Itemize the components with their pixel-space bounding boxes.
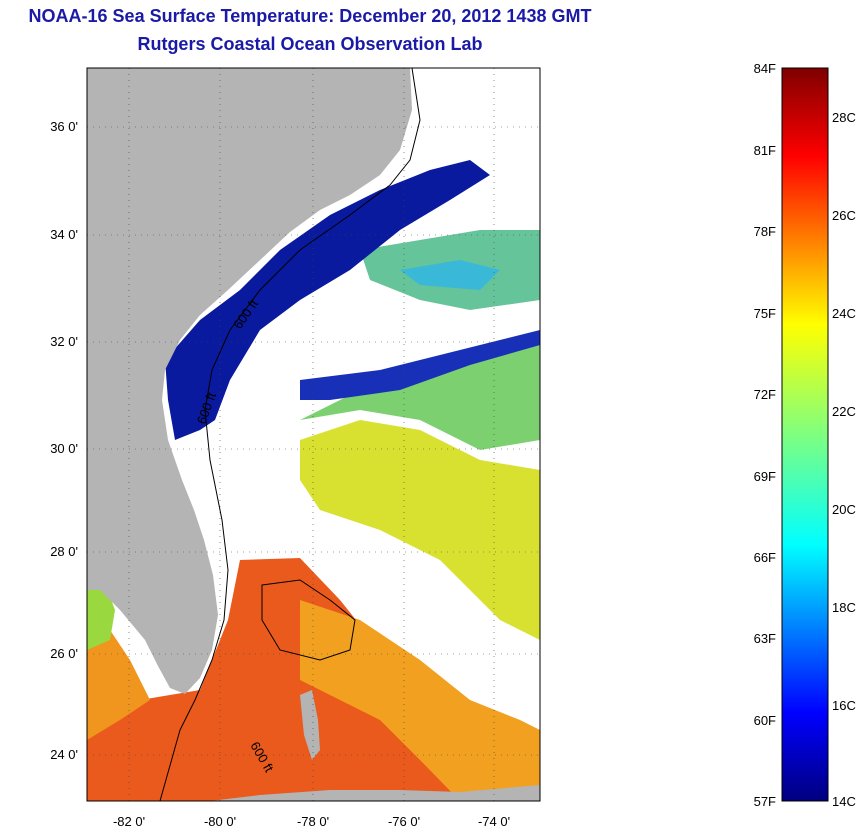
lat-tick-label: 28 0' [50, 544, 78, 559]
f-label: 75F [754, 306, 776, 321]
lon-tick-label: -78 0' [297, 814, 329, 829]
lat-axis: 36 0' 34 0' 32 0' 30 0' 28 0' 26 0' 24 0… [50, 119, 78, 762]
f-label: 57F [754, 794, 776, 809]
c-label: 22C [832, 404, 856, 419]
map-title: NOAA-16 Sea Surface Temperature: Decembe… [28, 6, 592, 26]
c-label: 18C [832, 600, 856, 615]
lon-tick-label: -80 0' [204, 814, 236, 829]
colorbar-c-labels: 28C 26C 24C 22C 20C 18C 16C 14C [832, 110, 856, 809]
f-label: 72F [754, 387, 776, 402]
land-southeast-us [87, 68, 412, 694]
cyan-water-north [400, 260, 500, 290]
c-label: 14C [832, 794, 856, 809]
lat-tick-label: 26 0' [50, 646, 78, 661]
gulf-warm-region [87, 630, 150, 740]
c-label: 28C [832, 110, 856, 125]
isobath-contour [159, 68, 421, 801]
map-frame [86, 67, 541, 802]
orange-water-region [300, 600, 540, 801]
f-label: 78F [754, 224, 776, 239]
cold-coastal-water [165, 160, 490, 440]
f-label: 69F [754, 469, 776, 484]
lat-tick-label: 30 0' [50, 441, 78, 456]
colorbar-f-labels: 84F 81F 78F 75F 72F 69F 66F 63F 60F 57F [754, 61, 776, 809]
map-subtitle: Rutgers Coastal Ocean Observation Lab [137, 34, 483, 54]
colorbar-gradient [781, 67, 829, 802]
land-bahamas-andros [300, 690, 320, 760]
c-label: 16C [832, 698, 856, 713]
lon-tick-label: -76 0' [388, 814, 420, 829]
f-label: 84F [754, 61, 776, 76]
f-label: 60F [754, 713, 776, 728]
lat-tick-label: 36 0' [50, 119, 78, 134]
lat-tick-label: 24 0' [50, 747, 78, 762]
isobath-contour-bahamas [261, 579, 356, 661]
lon-axis: -82 0' -80 0' -78 0' -76 0' -74 0' [113, 814, 510, 829]
green-water-region [300, 340, 540, 450]
sst-map [87, 68, 540, 801]
colorbar: 84F 81F 78F 75F 72F 69F 66F 63F 60F 57F … [754, 61, 856, 809]
land-cuba [210, 785, 540, 801]
cold-offshore-patch [300, 330, 540, 400]
c-label: 20C [832, 502, 856, 517]
c-label: 26C [832, 208, 856, 223]
lat-tick-label: 32 0' [50, 334, 78, 349]
f-label: 81F [754, 143, 776, 158]
lon-tick-label: -74 0' [478, 814, 510, 829]
f-label: 63F [754, 631, 776, 646]
lat-tick-label: 34 0' [50, 227, 78, 242]
f-label: 66F [754, 550, 776, 565]
graticule [87, 68, 540, 801]
lon-tick-label: -82 0' [113, 814, 145, 829]
c-label: 24C [832, 306, 856, 321]
yellow-water-region [300, 420, 540, 640]
